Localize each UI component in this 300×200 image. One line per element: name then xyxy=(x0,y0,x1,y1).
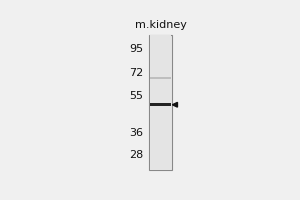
Text: 28: 28 xyxy=(129,150,143,160)
Bar xyxy=(150,103,171,106)
Polygon shape xyxy=(172,102,178,107)
Text: 36: 36 xyxy=(129,128,143,138)
Text: 55: 55 xyxy=(129,91,143,101)
Text: 95: 95 xyxy=(129,44,143,54)
Bar xyxy=(150,35,171,170)
Bar xyxy=(149,35,172,170)
Bar xyxy=(150,77,171,79)
Text: 72: 72 xyxy=(129,68,143,78)
Text: m.kidney: m.kidney xyxy=(135,20,187,30)
